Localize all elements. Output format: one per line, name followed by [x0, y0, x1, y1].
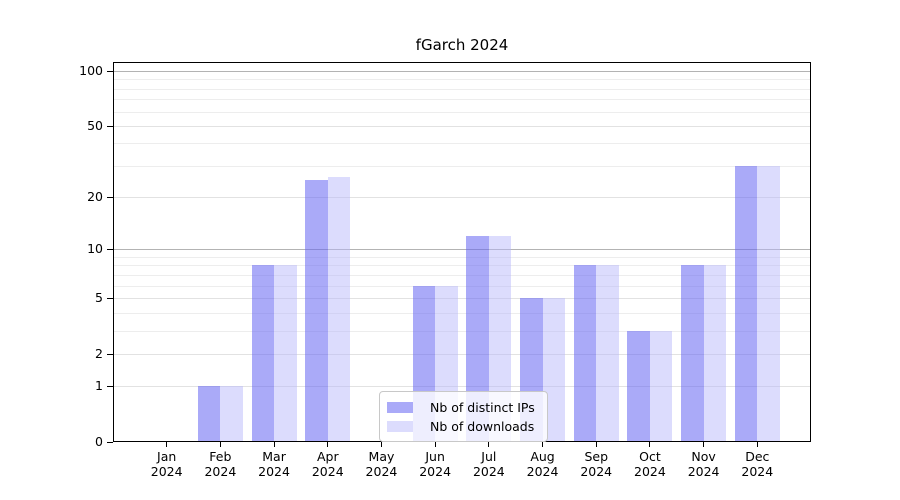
- bar-nb-of-distinct-ips-jul: [466, 235, 489, 441]
- bar-nb-of-downloads-mar: [274, 265, 297, 441]
- y-tick-label-10: 10: [87, 241, 103, 257]
- x-tick-label-jul: Jul 2024: [472, 449, 505, 479]
- gridline-90: [114, 79, 810, 81]
- bar-nb-of-downloads-oct: [649, 330, 673, 441]
- y-tick-label-5: 5: [95, 289, 103, 305]
- gridline-4: [114, 312, 810, 314]
- y-tick-label-20: 20: [87, 189, 103, 205]
- x-tick-mark-jan: [166, 442, 168, 447]
- y-tick-mark-0: [107, 442, 113, 443]
- gridline-6: [114, 285, 810, 287]
- y-tick-mark-5: [107, 297, 113, 299]
- x-tick-label-feb: Feb 2024: [204, 449, 237, 479]
- x-tick-label-mar: Mar 2024: [258, 449, 290, 479]
- y-tick-label-1: 1: [95, 378, 103, 394]
- x-tick-label-jun: Jun 2024: [419, 449, 452, 479]
- x-tick-mark-apr: [327, 442, 329, 447]
- bar-nb-of-distinct-ips-feb: [197, 386, 221, 441]
- gridline-30: [114, 165, 810, 167]
- y-tick-mark-50: [107, 125, 113, 127]
- gridline-5: [114, 297, 810, 299]
- x-tick-label-sep: Sep 2024: [580, 449, 613, 479]
- gridline-80: [114, 88, 810, 90]
- y-tick-mark-2: [107, 353, 113, 355]
- x-tick-mark-jun: [434, 442, 436, 447]
- x-tick-label-dec: Dec 2024: [741, 449, 774, 479]
- y-tick-label-2: 2: [95, 345, 103, 361]
- bar-nb-of-distinct-ips-mar: [251, 265, 275, 441]
- bar-nb-of-distinct-ips-dec: [734, 165, 758, 441]
- bar-nb-of-downloads-sep: [596, 265, 619, 441]
- x-tick-mark-sep: [595, 442, 597, 447]
- x-tick-mark-may: [380, 442, 382, 447]
- gridline-3: [114, 330, 810, 332]
- legend-swatch-distinct-ips: [387, 401, 413, 413]
- y-tick-mark-20: [107, 197, 113, 199]
- y-tick-mark-1: [107, 386, 113, 388]
- gridline-9: [114, 256, 810, 258]
- gridline-10: [114, 249, 810, 251]
- gridline-40: [114, 143, 810, 145]
- x-tick-label-nov: Nov 2024: [687, 449, 720, 479]
- legend-swatch-downloads: [387, 420, 413, 432]
- legend-entry-downloads: Nb of downloads: [387, 417, 535, 435]
- legend-label-distinct-ips: Nb of distinct IPs: [430, 399, 535, 415]
- gridline-70: [114, 99, 810, 101]
- bar-nb-of-downloads-feb: [220, 386, 243, 441]
- chart-title: fGarch 2024: [415, 36, 509, 54]
- y-tick-label-100: 100: [79, 63, 103, 78]
- gridline-1: [114, 386, 810, 388]
- legend-entry-distinct-ips: Nb of distinct IPs: [387, 398, 535, 416]
- gridline-50: [114, 125, 810, 127]
- bar-nb-of-distinct-ips-nov: [681, 265, 704, 441]
- x-tick-mark-aug: [542, 442, 544, 447]
- legend: Nb of distinct IPs Nb of downloads: [379, 391, 548, 442]
- x-tick-mark-oct: [649, 442, 651, 447]
- bars-layer: [114, 63, 810, 441]
- y-tick-label-0: 0: [95, 434, 103, 449]
- x-tick-mark-mar: [273, 442, 275, 447]
- gridline-2: [114, 353, 810, 355]
- bar-nb-of-distinct-ips-sep: [573, 265, 597, 441]
- bar-nb-of-downloads-jul: [488, 235, 512, 441]
- bar-nb-of-distinct-ips-apr: [305, 180, 328, 441]
- y-tick-mark-100: [107, 71, 113, 72]
- gridline-8: [114, 265, 810, 267]
- x-tick-label-jan: Jan 2024: [150, 449, 183, 479]
- legend-label-downloads: Nb of downloads: [430, 418, 535, 434]
- bar-nb-of-downloads-dec: [757, 165, 780, 441]
- x-tick-label-oct: Oct 2024: [634, 449, 666, 479]
- x-tick-mark-jul: [488, 442, 490, 447]
- y-tick-label-50: 50: [87, 117, 103, 133]
- gridline-20: [114, 197, 810, 199]
- bar-nb-of-downloads-aug: [542, 297, 566, 441]
- plot-area: [113, 62, 811, 442]
- x-tick-mark-feb: [219, 442, 221, 447]
- bar-nb-of-distinct-ips-oct: [627, 330, 650, 441]
- bar-nb-of-downloads-apr: [327, 177, 351, 441]
- x-tick-mark-dec: [756, 442, 758, 447]
- gridline-100: [114, 71, 810, 72]
- y-tick-mark-10: [107, 249, 113, 251]
- x-tick-label-aug: Aug 2024: [526, 449, 559, 479]
- x-tick-label-apr: Apr 2024: [311, 449, 344, 479]
- gridline-60: [114, 111, 810, 113]
- x-tick-mark-nov: [703, 442, 705, 447]
- bar-nb-of-downloads-nov: [703, 265, 727, 441]
- gridline-7: [114, 274, 810, 276]
- grid-layer: [114, 63, 810, 441]
- x-tick-label-may: May 2024: [365, 449, 398, 479]
